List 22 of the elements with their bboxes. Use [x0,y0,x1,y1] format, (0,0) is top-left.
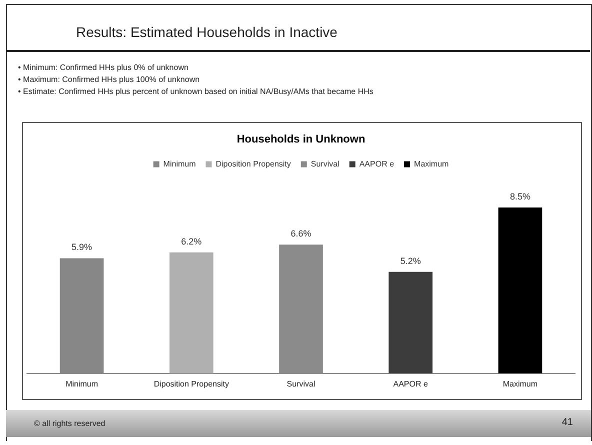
text: 41 [562,417,573,428]
data-label: 5.2% [400,256,421,266]
data-label: 8.5% [510,191,530,202]
text: • Estimate: Confirmed HHs plus percent of unknown based on initial NA/Busy/AMs that became HHs [18,87,374,96]
data-label: 6.2% [181,236,202,246]
x-tick-label: Minimum [66,379,98,388]
legend-label: Maximum [414,159,450,168]
x-tick-label: Diposition Propensity [154,379,229,388]
data-label: 5.9% [72,242,92,252]
text: • Maximum: Confirmed HHs plus 100% of unknown [18,75,201,84]
legend-label: Minimum [163,159,196,168]
text: • Minimum: Confirmed HHs plus 0% of unknown [18,63,190,72]
text: © all rights reserved [34,419,106,428]
data-label: 6.6% [290,228,312,239]
chart-subtitle: Results: Estimated Households in Inactive [76,24,338,40]
legend-label: Diposition Propensity [216,159,291,168]
legend-label: AAPOR e [359,159,395,168]
x-tick-label: Survival [286,379,316,388]
chart-title: Households in Unknown [236,134,366,146]
x-tick-label: Maximum [502,379,538,388]
x-tick-label: AAPOR e [393,379,428,388]
legend-label: Survival [310,159,340,168]
